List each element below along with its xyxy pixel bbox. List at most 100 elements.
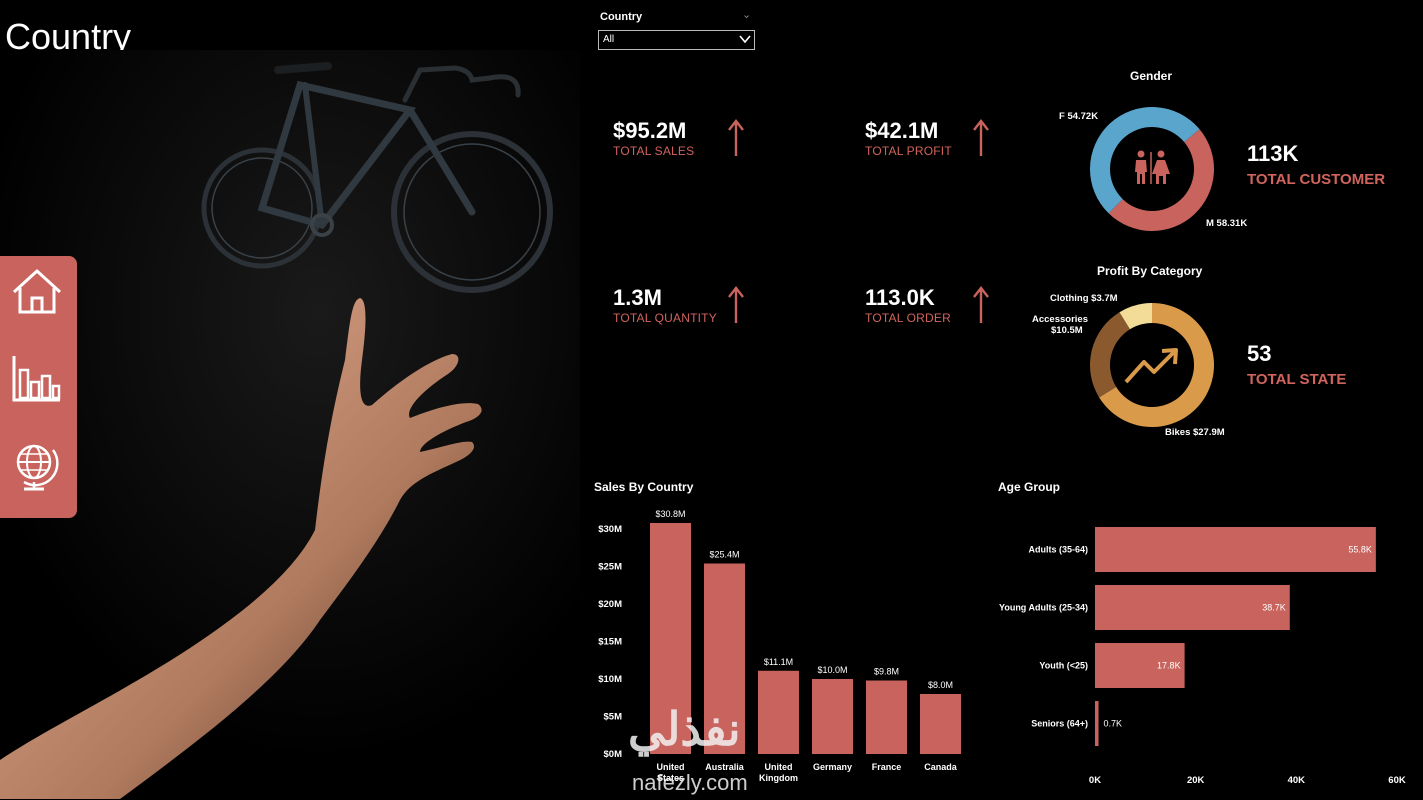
x-axis-tick: France [872, 762, 902, 772]
x-axis-tick: 0K [1089, 775, 1101, 786]
up-arrow-icon [728, 286, 744, 323]
bar-age-group[interactable] [1095, 585, 1290, 630]
bar-australia[interactable] [704, 563, 745, 755]
clothing-label: Clothing $3.7M [1050, 293, 1118, 304]
kpi-total-sales: $95.2M TOTAL SALES [613, 118, 694, 158]
profit-category-title: Profit By Category [1097, 264, 1203, 278]
x-axis-tick: Australia [705, 762, 745, 772]
data-label: 17.8K [1157, 661, 1181, 671]
hero-illustration [0, 50, 580, 799]
y-axis-tick: $10M [598, 674, 622, 685]
accessories-label: Accessories [1032, 314, 1088, 325]
country-slicer-value: All [603, 34, 615, 45]
globe-icon [16, 444, 59, 491]
x-axis-tick: 20K [1187, 775, 1205, 786]
age-group-title: Age Group [998, 480, 1060, 494]
x-axis-tick: United [765, 762, 793, 772]
y-axis-tick: Seniors (64+) [1031, 719, 1088, 729]
kpi-value: 1.3M [613, 285, 662, 310]
gender-m-label: M 58.31K [1206, 218, 1248, 229]
data-label: 55.8K [1348, 545, 1372, 555]
bar-canada[interactable] [920, 694, 961, 754]
kpi-value: 113.0K [865, 285, 935, 310]
x-axis-tick: Germany [813, 762, 852, 772]
bar-age-group[interactable] [1095, 527, 1376, 572]
trending-up-icon [1124, 348, 1178, 384]
y-axis-tick: Adults (35-64) [1028, 545, 1088, 555]
profit-slice-accessories[interactable] [1090, 312, 1130, 398]
country-slicer-dropdown[interactable]: All [598, 30, 755, 50]
kpi-value: $95.2M [613, 118, 687, 143]
bicycle-image [201, 62, 553, 293]
data-label: $11.1M [764, 657, 793, 667]
data-label: 38.7K [1262, 603, 1286, 613]
y-axis-tick: $30M [598, 524, 622, 535]
sales-by-country-chart[interactable]: $0M$5M$10M$15M$20M$25M$30M$30.8MUnitedSt… [590, 500, 970, 799]
kpi-label: TOTAL QUANTITY [613, 311, 717, 325]
x-axis-tick: Kingdom [759, 773, 798, 783]
profit-slice-bikes[interactable] [1099, 303, 1214, 427]
country-slicer-label: Country [600, 11, 643, 23]
bikes-label: Bikes $27.9M [1165, 427, 1225, 438]
watermark-arabic: نفذلي [628, 703, 741, 755]
hand-image [0, 298, 482, 799]
bar-germany[interactable] [812, 679, 853, 754]
kpi-value: $42.1M [865, 118, 939, 143]
side-navigation [0, 256, 77, 518]
kpi-total-order: 113.0K TOTAL ORDER [865, 285, 951, 325]
data-label: $25.4M [709, 550, 739, 560]
data-label: $10.0M [817, 665, 847, 675]
bar-united-kingdom[interactable] [758, 670, 799, 754]
total-customer-label: TOTAL CUSTOMER [1247, 171, 1386, 188]
gender-f-label: F 54.72K [1059, 111, 1099, 122]
accessories-value-label: $10.5M [1051, 325, 1083, 336]
up-arrow-icon [973, 286, 989, 323]
y-axis-tick: Youth (<25) [1039, 661, 1088, 671]
total-customer-value: 113K [1247, 141, 1299, 166]
y-axis-tick: $0M [604, 749, 623, 760]
data-label: $8.0M [928, 680, 953, 690]
kpi-total-quantity: 1.3M TOTAL QUANTITY [613, 285, 717, 325]
age-group-chart[interactable]: Adults (35-64) 55.8K Young Adults (25-34) 3… [990, 510, 1410, 799]
home-nav-button[interactable] [10, 266, 64, 320]
chevron-down-icon [739, 35, 751, 44]
gender-donut-chart[interactable] [1089, 106, 1215, 232]
kpi-label: TOTAL PROFIT [865, 144, 952, 158]
bar-age-group[interactable] [1095, 701, 1099, 746]
y-axis-tick: Young Adults (25-34) [999, 603, 1088, 613]
bar-age-group[interactable] [1095, 643, 1185, 688]
kpi-label: TOTAL SALES [613, 144, 695, 158]
kpi-label: TOTAL ORDER [865, 311, 951, 325]
watermark-logo: نفذلي nafezly.com [628, 700, 808, 800]
kpi-total-profit: $42.1M TOTAL PROFIT [865, 118, 952, 158]
profit-slice-clothing[interactable] [1119, 303, 1152, 330]
x-axis-tick: 40K [1288, 775, 1306, 786]
chevron-down-icon[interactable]: ⌄ [742, 9, 752, 21]
up-arrow-icon [728, 119, 744, 156]
gender-slice-f[interactable] [1108, 129, 1214, 231]
data-label: $30.8M [655, 509, 685, 519]
data-label: 0.7K [1104, 719, 1123, 729]
x-axis-tick: United [657, 762, 685, 772]
sales-country-title: Sales By Country [594, 480, 694, 494]
home-icon [12, 269, 62, 314]
watermark-latin: nafezly.com [632, 770, 748, 795]
bar-chart-icon [12, 356, 61, 402]
total-state-label: TOTAL STATE [1247, 371, 1347, 388]
total-state-value: 53 [1247, 341, 1272, 366]
globe-nav-button[interactable] [10, 440, 64, 494]
restroom-icon [1135, 150, 1170, 184]
y-axis-tick: $15M [598, 637, 622, 648]
x-axis-tick: States [657, 773, 684, 783]
bar-united-states[interactable] [650, 523, 691, 754]
data-label: $9.8M [874, 667, 899, 677]
gender-slice-m[interactable] [1090, 106, 1200, 214]
y-axis-tick: $5M [604, 712, 623, 723]
bar-france[interactable] [866, 680, 907, 755]
y-axis-tick: $25M [598, 562, 622, 573]
x-axis-tick: 60K [1388, 775, 1406, 786]
charts-nav-button[interactable] [10, 352, 64, 406]
gender-chart-title: Gender [1130, 69, 1173, 83]
profit-category-donut-chart[interactable] [1089, 302, 1215, 428]
x-axis-tick: Canada [924, 762, 958, 772]
